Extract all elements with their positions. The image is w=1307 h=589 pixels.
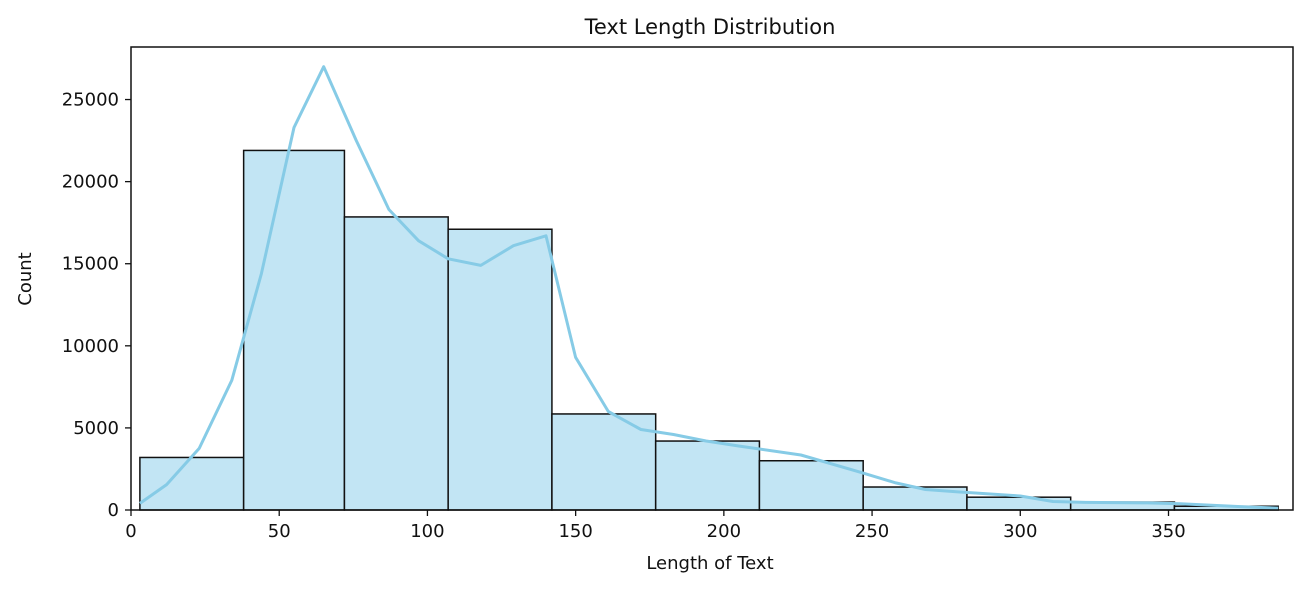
chart-title: Text Length Distribution [584,15,836,39]
x-tick-label: 0 [125,521,136,542]
x-tick-label: 200 [707,521,741,542]
y-axis-label: Count [15,252,36,305]
histogram-bars [139,149,1279,511]
x-axis-ticks: 0 50 100 150 200 250 300 350 [125,510,1186,542]
x-tick-label: 100 [410,521,444,542]
x-tick-label: 50 [268,521,291,542]
histogram-bar [242,149,346,511]
y-tick-label: 15000 [62,254,119,275]
y-tick-label: 5000 [73,418,119,439]
x-tick-label: 300 [1003,521,1037,542]
y-tick-label: 10000 [62,336,119,357]
plot-frame [130,46,1294,511]
x-tick-label: 350 [1151,521,1185,542]
kde-line [139,65,1279,510]
kde-curve-group [139,65,1279,510]
histogram-bar [966,496,1072,511]
histogram-bar [139,456,245,511]
x-tick-label: 250 [855,521,889,542]
y-tick-label: 25000 [62,90,119,111]
histogram-bar [343,216,449,511]
histogram-bar [551,413,657,511]
x-axis-label: Length of Text [646,553,773,574]
histogram-bar [447,228,553,511]
x-tick-label: 150 [558,521,592,542]
y-axis-ticks: 0 5000 10000 15000 20000 25000 [62,90,131,521]
y-tick-label: 20000 [62,172,119,193]
histogram-bar [654,440,761,511]
y-tick-label: 0 [108,500,119,521]
